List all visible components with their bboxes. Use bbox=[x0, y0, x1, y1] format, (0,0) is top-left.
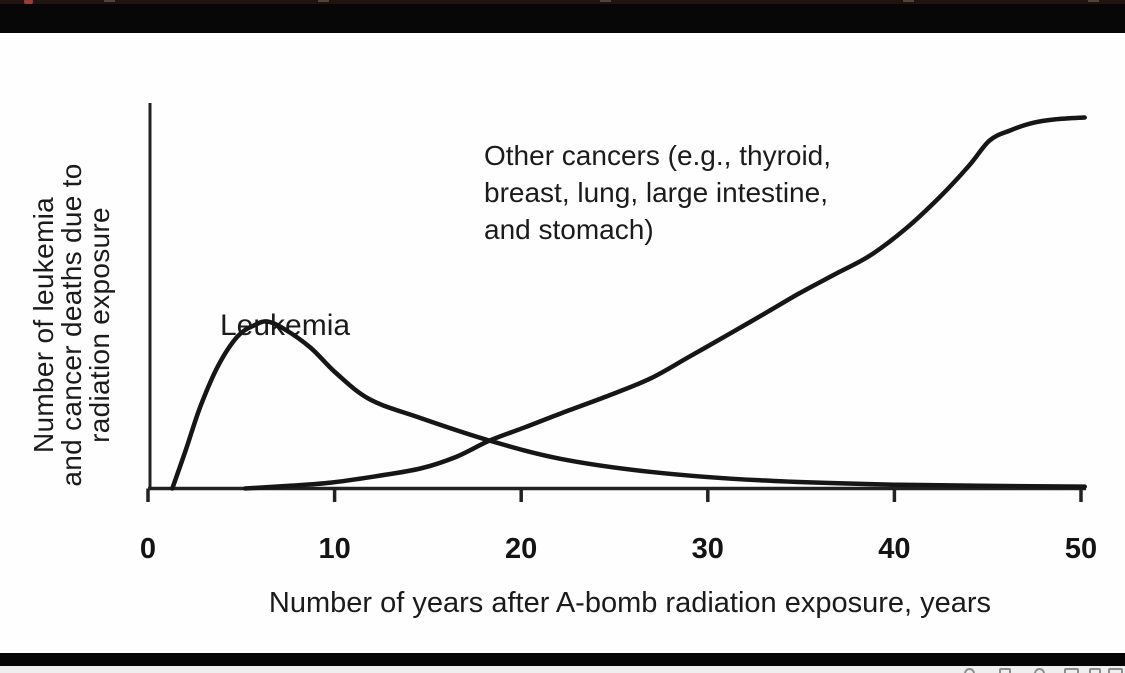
bottom-letterbox-bar bbox=[0, 653, 1125, 666]
miniplayer-icon[interactable] bbox=[1064, 668, 1079, 673]
chrome-fragment-icon bbox=[318, 0, 329, 2]
x-tick-label: 50 bbox=[1064, 533, 1098, 565]
theater-mode-icon[interactable] bbox=[1089, 668, 1101, 673]
fullscreen-icon[interactable] bbox=[1108, 668, 1123, 673]
x-axis-label: Number of years after A-bomb radiation e… bbox=[268, 587, 992, 619]
chrome-fragment-icon bbox=[1088, 0, 1099, 2]
site-favicon-icon bbox=[24, 0, 33, 4]
x-tick-label: 0 bbox=[139, 533, 157, 565]
top-letterbox-bar bbox=[0, 0, 1125, 33]
chrome-fragment-icon bbox=[104, 0, 115, 2]
subtitles-icon[interactable] bbox=[999, 668, 1011, 673]
series-label-leukemia: Leukemia bbox=[220, 309, 351, 342]
series-label-other-cancers: Other cancers (e.g., thyroid, breast, lu… bbox=[484, 140, 832, 245]
browser-chrome-sliver bbox=[0, 0, 1125, 4]
x-tick-label: 40 bbox=[878, 533, 911, 565]
chrome-fragment-icon bbox=[600, 0, 611, 2]
chrome-fragment-icon bbox=[903, 0, 914, 2]
player-control-strip bbox=[0, 666, 1125, 673]
chart-area: Number of leukemia and cancer deaths due… bbox=[0, 33, 1125, 653]
x-tick-label: 10 bbox=[318, 533, 351, 565]
autoplay-toggle-icon[interactable] bbox=[964, 668, 975, 673]
x-tick-label: 20 bbox=[505, 533, 538, 565]
x-tick-label: 30 bbox=[691, 533, 724, 565]
y-axis-label: Number of leukemia and cancer deaths due… bbox=[28, 163, 115, 487]
settings-gear-icon[interactable] bbox=[1034, 668, 1045, 673]
